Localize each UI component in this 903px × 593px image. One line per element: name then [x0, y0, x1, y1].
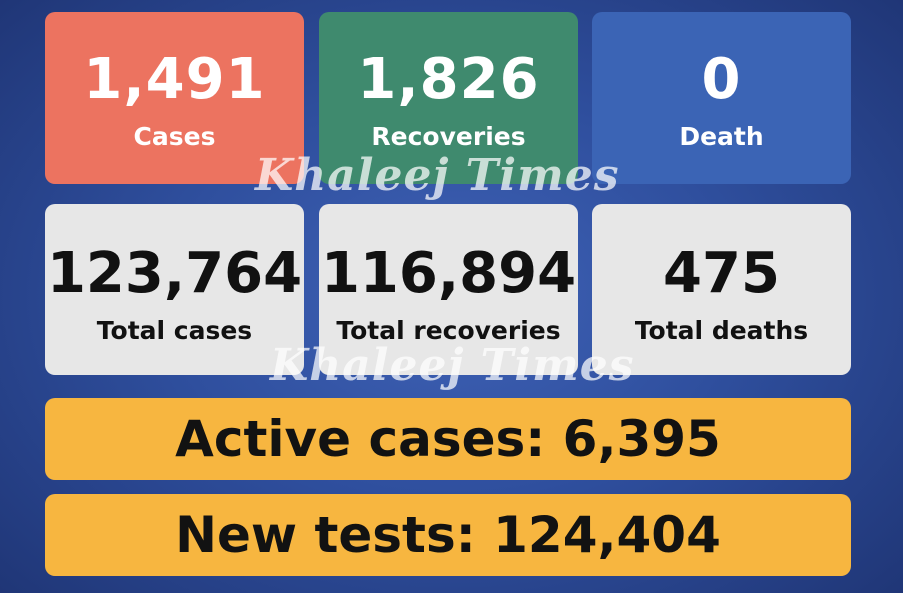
total-cases-value: 123,764	[46, 241, 303, 306]
recoveries-label: Recoveries	[371, 122, 526, 151]
total-deaths-card: 475 Total deaths	[592, 204, 851, 375]
total-cases-card: 123,764 Total cases	[45, 204, 304, 375]
cases-label: Cases	[133, 122, 216, 151]
total-recoveries-label: Total recoveries	[336, 316, 561, 345]
total-recoveries-value: 116,894	[320, 241, 577, 306]
death-card: 0 Death	[592, 12, 851, 184]
active-cases-banner: Active cases: 6,395	[45, 398, 851, 480]
recoveries-value: 1,826	[357, 47, 540, 112]
recoveries-card: 1,826 Recoveries	[319, 12, 578, 184]
total-deaths-label: Total deaths	[634, 316, 809, 345]
total-deaths-value: 475	[663, 241, 780, 306]
death-label: Death	[679, 122, 764, 151]
new-tests-banner: New tests: 124,404	[45, 494, 851, 576]
death-value: 0	[701, 47, 742, 112]
cases-value: 1,491	[83, 47, 266, 112]
total-cases-label: Total cases	[96, 316, 253, 345]
total-recoveries-card: 116,894 Total recoveries	[319, 204, 578, 375]
cases-card: 1,491 Cases	[45, 12, 304, 184]
